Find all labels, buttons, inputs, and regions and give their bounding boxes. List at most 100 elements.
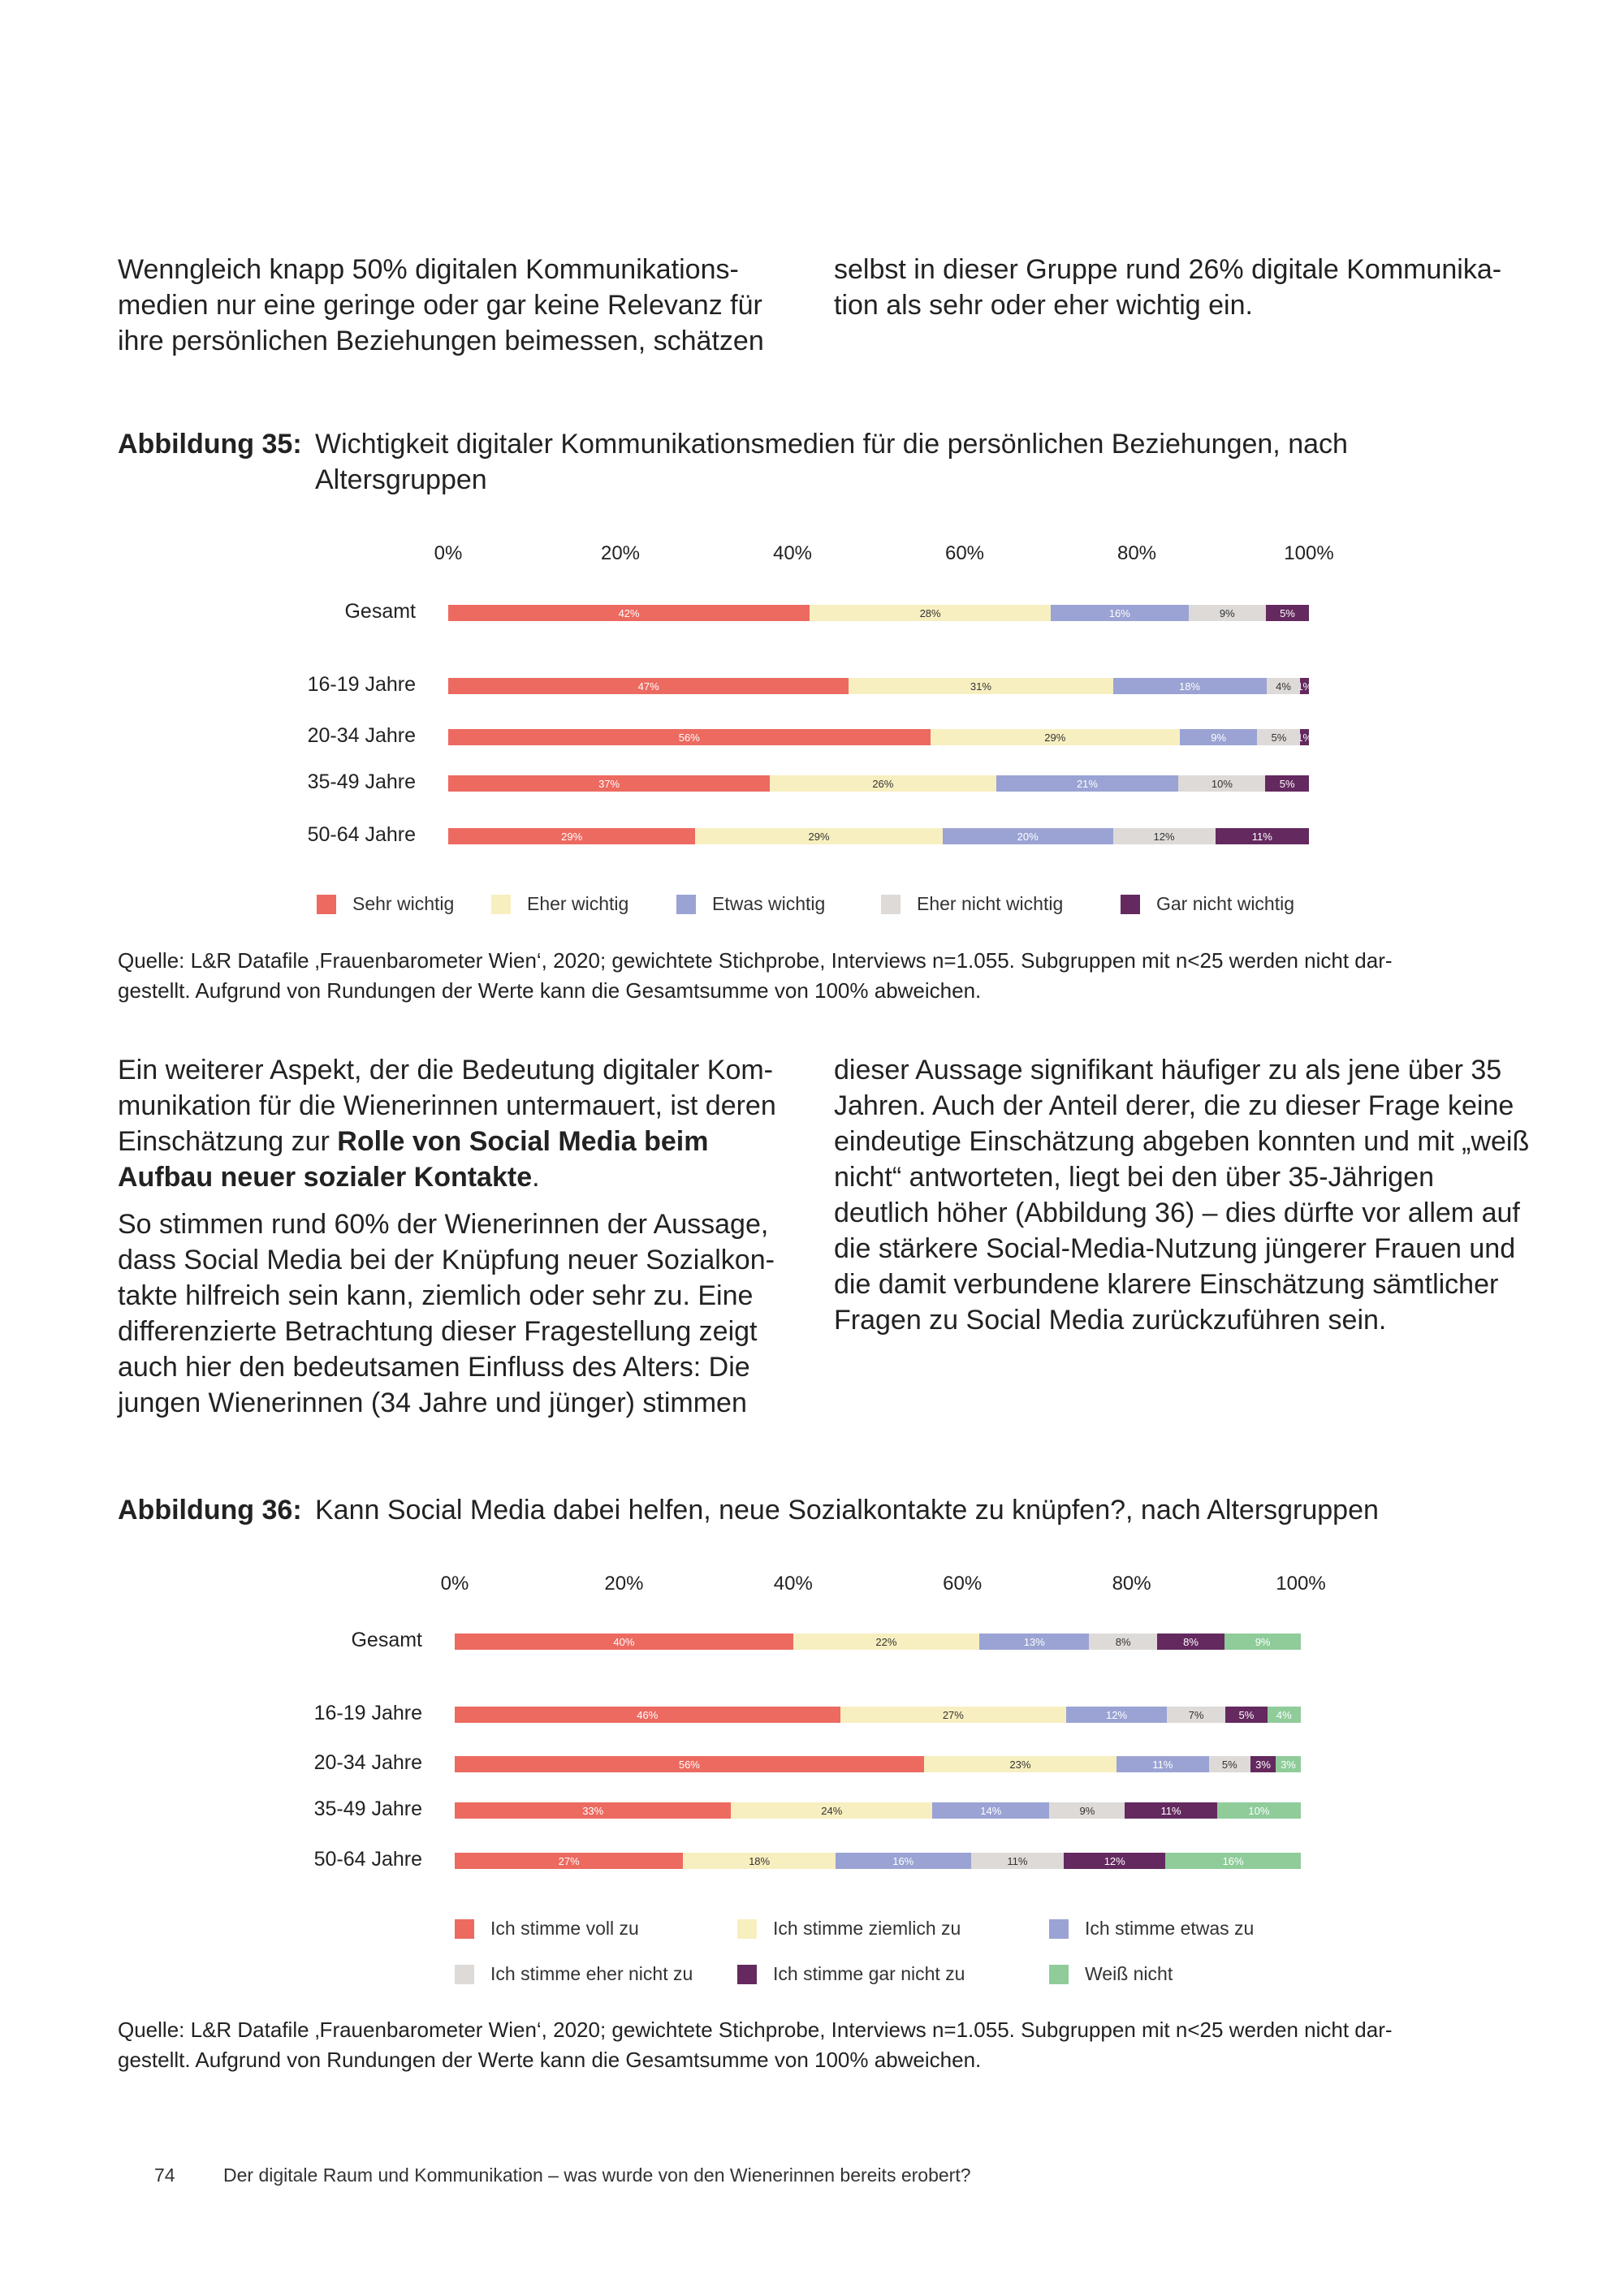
legend-swatch	[317, 894, 336, 914]
stacked-bar: 40% 22% 13% 8% 8% 9%	[455, 1634, 1301, 1650]
bar-segment: 56%	[455, 1756, 924, 1772]
legend-item: Ich stimme eher nicht zu	[455, 1963, 693, 1985]
legend-swatch	[737, 1918, 757, 1939]
legend-item: Ich stimme voll zu	[455, 1918, 639, 1940]
bar-segment: 4%	[1267, 1707, 1301, 1723]
x-tick-label: 60%	[944, 542, 985, 564]
category-label: 16-19 Jahre	[313, 1702, 422, 1724]
bar-segment: 1%	[1300, 729, 1309, 745]
legend-label: Weiß nicht	[1085, 1963, 1173, 1984]
legend-swatch	[881, 894, 901, 914]
legend-swatch	[737, 1964, 757, 1984]
bar-segment: 27%	[840, 1707, 1067, 1723]
x-tick-label: 40%	[773, 1573, 813, 1595]
category-label: Gesamt	[351, 1629, 422, 1651]
category-label: 35-49 Jahre	[313, 1798, 422, 1820]
legend-label: Eher nicht wichtig	[917, 893, 1064, 914]
stacked-bar: 27% 18% 16% 11% 12% 16%	[455, 1853, 1301, 1869]
bar-segment: 5%	[1225, 1707, 1268, 1723]
bar-segment: 21%	[996, 775, 1179, 792]
bar-segment: 47%	[448, 678, 849, 694]
bar-segment: 22%	[793, 1634, 980, 1650]
bar-segment: 9%	[1188, 605, 1266, 621]
bar-segment: 11%	[1125, 1802, 1217, 1819]
bar-segment: 16%	[835, 1853, 971, 1869]
page-number: 74	[154, 2164, 175, 2186]
legend-label: Gar nicht wichtig	[1156, 893, 1295, 914]
legend-label: Ich stimme ziemlich zu	[773, 1918, 961, 1939]
legend-item: Etwas wichtig	[676, 893, 825, 915]
figure-35-source-line-1: Quelle: L&R Datafile ‚Frauenbarometer Wi…	[118, 948, 1393, 973]
legend-item: Ich stimme gar nicht zu	[737, 1963, 965, 1985]
bar-segment: 7%	[1166, 1707, 1226, 1723]
legend-label: Eher wichtig	[527, 893, 629, 914]
bar-segment: 9%	[1049, 1802, 1125, 1819]
bar-segment: 5%	[1265, 605, 1309, 621]
x-tick-label: 0%	[434, 542, 463, 564]
legend-item: Eher nicht wichtig	[881, 893, 1063, 915]
bar-segment: 11%	[1215, 828, 1309, 844]
legend-label: Ich stimme etwas zu	[1085, 1918, 1255, 1939]
bar-segment: 14%	[932, 1802, 1050, 1819]
stacked-bar: 33% 24% 14% 9% 11% 10%	[455, 1802, 1301, 1819]
bar-segment: 16%	[1165, 1853, 1301, 1869]
bar-segment: 42%	[448, 605, 810, 621]
bar-segment: 29%	[448, 828, 696, 844]
figure-36-title: Kann Social Media dabei helfen, neue Soz…	[315, 1495, 1379, 1526]
bar-segment: 5%	[1265, 775, 1309, 792]
legend-label: Ich stimme eher nicht zu	[490, 1963, 693, 1984]
figure-36-label: Abbildung 36:	[118, 1495, 302, 1526]
intro-column-1: Wenngleich knapp 50% digitalen Kommunika…	[118, 254, 764, 356]
bar-segment: 56%	[448, 729, 931, 745]
bar-segment: 18%	[683, 1853, 836, 1869]
bar-segment: 5%	[1208, 1756, 1251, 1772]
x-tick-label: 100%	[1284, 542, 1334, 564]
legend-swatch	[455, 1918, 474, 1939]
x-tick-label: 80%	[1112, 1573, 1151, 1595]
legend-swatch	[1049, 1918, 1069, 1939]
body-paragraph-2: So stimmen rund 60% der Wienerinnen der …	[118, 1209, 775, 1418]
bar-segment: 28%	[810, 605, 1051, 621]
stacked-bar: 56% 23% 11% 5% 3% 3%	[455, 1756, 1301, 1772]
legend-swatch	[1121, 894, 1140, 914]
legend-item: Weiß nicht	[1049, 1963, 1173, 1985]
x-tick-label: 0%	[440, 1573, 469, 1595]
bar-segment: 27%	[455, 1853, 684, 1869]
legend-swatch	[455, 1964, 474, 1984]
bar-segment: 46%	[455, 1707, 840, 1723]
figure-35-source: Quelle: L&R Datafile ‚Frauenbarometer Wi…	[118, 946, 1579, 1006]
figure-35-source-line-2: gestellt. Aufgrund von Rundungen der Wer…	[118, 978, 982, 1003]
bar-segment: 3%	[1276, 1756, 1301, 1772]
body-column-1: Ein weiterer Aspekt, der die Bedeutung d…	[118, 1052, 808, 1432]
bar-segment: 11%	[970, 1853, 1065, 1869]
bar-segment: 20%	[942, 828, 1113, 844]
x-tick-label: 60%	[943, 1573, 983, 1595]
bar-segment: 12%	[1064, 1853, 1166, 1869]
stacked-bar: 56%29%9%5%1%	[448, 729, 1309, 745]
bar-segment: 12%	[1112, 828, 1216, 844]
bar-segment: 29%	[695, 828, 943, 844]
stacked-bar: 42% 28% 16% 9% 5%	[448, 605, 1309, 621]
bar-segment: 40%	[455, 1634, 793, 1650]
bar-segment: 8%	[1089, 1634, 1157, 1650]
legend-item: Ich stimme ziemlich zu	[737, 1918, 961, 1940]
bar-segment: 13%	[979, 1634, 1090, 1650]
bar-segment: 9%	[1179, 729, 1258, 745]
legend-item: Gar nicht wichtig	[1121, 893, 1294, 915]
legend-item: Sehr wichtig	[317, 893, 454, 915]
bar-segment: 1%	[1300, 678, 1309, 694]
bar-segment: 26%	[770, 775, 996, 792]
legend-label: Etwas wichtig	[712, 893, 826, 914]
figure-36-source-line-1: Quelle: L&R Datafile ‚Frauenbarometer Wi…	[118, 2018, 1393, 2042]
running-title: Der digitale Raum und Kommunikation – wa…	[223, 2164, 971, 2186]
x-tick-label: 20%	[600, 542, 641, 564]
bar-segment: 18%	[1112, 678, 1267, 694]
bar-segment: 12%	[1066, 1707, 1167, 1723]
legend-label: Sehr wichtig	[352, 893, 455, 914]
bar-segment: 29%	[930, 729, 1180, 745]
figure-35-title: Wichtigkeit digitaler Kommunikationsmedi…	[315, 429, 1348, 495]
legend-swatch	[491, 894, 511, 914]
category-label: 20-34 Jahre	[313, 1751, 422, 1774]
category-label: 20-34 Jahre	[307, 724, 416, 747]
bar-segment: 16%	[1050, 605, 1189, 621]
